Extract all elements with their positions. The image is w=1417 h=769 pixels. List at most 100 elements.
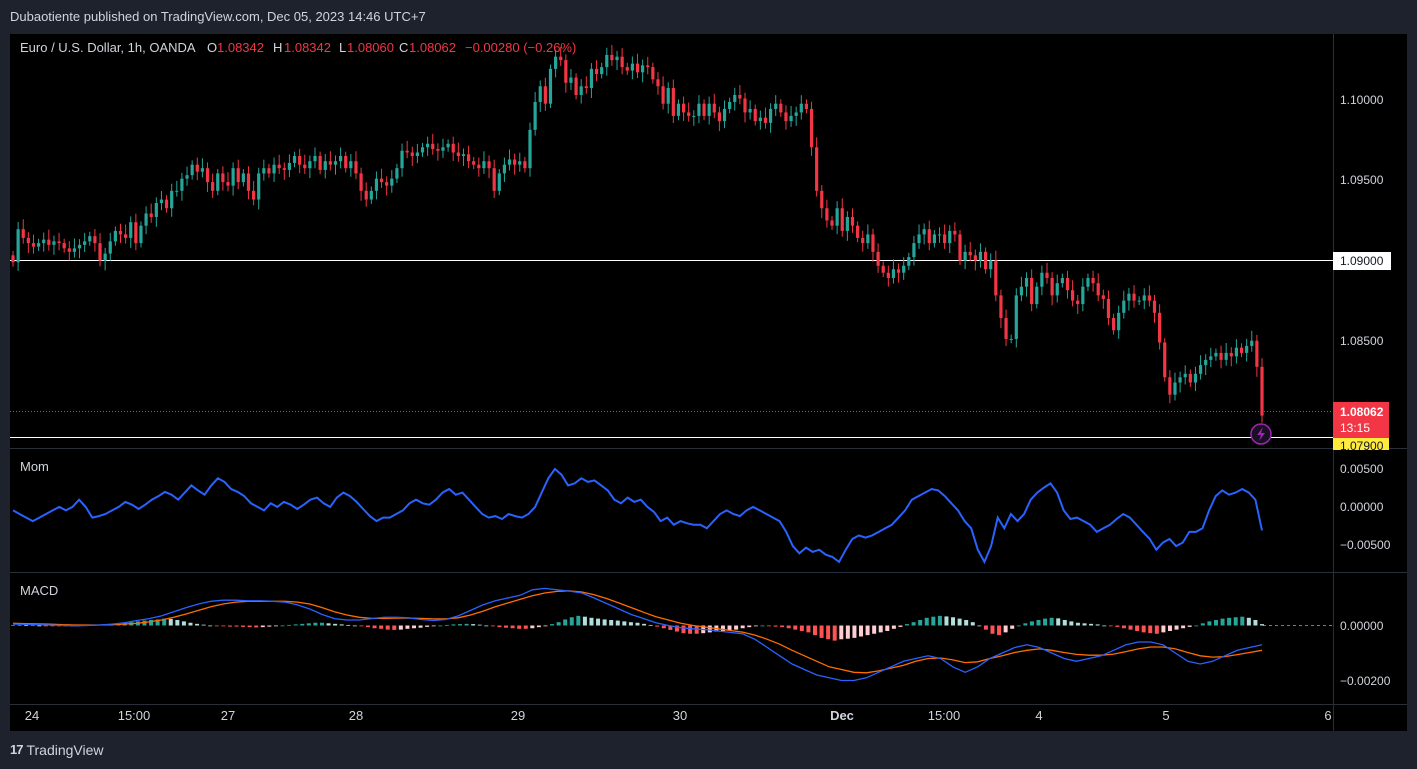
- macd-histogram-bar: [812, 625, 817, 636]
- macd-histogram-bar: [905, 624, 910, 626]
- mom-tick: 0.00500: [1340, 462, 1384, 476]
- candle-up: [36, 243, 41, 247]
- macd-histogram-bar: [924, 617, 929, 626]
- candle-down: [67, 248, 71, 252]
- macd-histogram-bar: [267, 625, 272, 627]
- macd-histogram-bar: [1220, 618, 1225, 626]
- candle-down: [763, 117, 768, 123]
- candle-down: [451, 143, 455, 153]
- macd-histogram-bar: [832, 625, 837, 641]
- candle-down: [124, 234, 128, 238]
- macd-histogram-bar: [1023, 623, 1028, 626]
- macd-histogram-bar: [655, 625, 660, 627]
- candle-down: [1147, 295, 1151, 301]
- candle-down: [1045, 272, 1049, 278]
- candle-down: [784, 112, 788, 122]
- candle-down: [825, 208, 829, 221]
- candle-down: [1152, 300, 1157, 313]
- chart-panel[interactable]: Euro / U.S. Dollar, 1h, OANDA O 1.08342 …: [10, 34, 1407, 731]
- candle-up: [1014, 295, 1018, 339]
- countdown-label: 13:15: [1340, 421, 1370, 435]
- candle-up: [420, 147, 425, 153]
- macd-histogram-bar: [937, 615, 942, 626]
- macd-histogram-bar: [444, 624, 449, 626]
- tradingview-logo-icon: 17: [10, 742, 24, 757]
- candle-up: [415, 152, 419, 156]
- candle-down: [1071, 290, 1075, 301]
- candle-down: [379, 178, 384, 183]
- macd-histogram-bar: [898, 625, 903, 627]
- macd-histogram-bar: [517, 625, 522, 629]
- macd-histogram-bar: [379, 625, 384, 629]
- candle-down: [896, 269, 901, 273]
- candle-up: [569, 77, 573, 83]
- candle-down: [1163, 342, 1167, 378]
- candle-up: [1040, 272, 1044, 287]
- tradingview-brand[interactable]: 17 TradingView: [10, 738, 104, 762]
- macd-histogram-bar: [208, 625, 213, 627]
- macd-histogram-bar: [471, 624, 476, 626]
- macd-histogram-bar: [964, 620, 969, 626]
- candle-down: [646, 65, 650, 68]
- candle-down: [651, 67, 655, 80]
- candle-up: [241, 173, 245, 183]
- last-price-label-bg: [1333, 402, 1389, 438]
- macd-histogram-bar: [780, 625, 785, 628]
- macd-histogram-bar: [786, 625, 791, 629]
- candle-up: [605, 54, 609, 68]
- candle-down: [958, 234, 962, 261]
- candle-up: [733, 94, 737, 102]
- price-tick: 1.10000: [1340, 93, 1384, 107]
- macd-histogram-bar: [175, 620, 180, 626]
- macd-histogram-bar: [1062, 620, 1067, 626]
- macd-histogram-bar: [793, 625, 798, 630]
- candle-down: [1004, 318, 1008, 339]
- macd-tick: 0.00000: [1340, 619, 1384, 633]
- candle-down: [743, 98, 747, 113]
- time-label: Dec: [830, 708, 854, 723]
- chart-canvas[interactable]: Euro / U.S. Dollar, 1h, OANDA O 1.08342 …: [10, 34, 1407, 731]
- candle-up: [774, 103, 778, 109]
- candle-down: [840, 208, 844, 231]
- macd-pane-title: MACD: [20, 583, 58, 598]
- mom-pane-title: Mom: [20, 459, 49, 474]
- candle-down: [1168, 377, 1172, 395]
- candle-down: [1101, 295, 1105, 299]
- macd-histogram-bar: [1036, 620, 1041, 626]
- legend-change: −0.00280 (−0.26%): [465, 40, 576, 55]
- candle-down: [717, 112, 722, 122]
- macd-histogram-bar: [1089, 623, 1094, 626]
- macd-histogram-bar: [635, 622, 640, 626]
- candle-up: [323, 161, 327, 170]
- macd-histogram-bar: [1174, 625, 1179, 630]
- candle-up: [548, 68, 553, 104]
- macd-histogram-bar: [1194, 625, 1199, 627]
- candle-up: [313, 155, 317, 162]
- macd-histogram-bar: [859, 625, 864, 637]
- macd-histogram-bar: [1108, 625, 1113, 627]
- macd-histogram-bar: [181, 621, 186, 626]
- candle-down: [815, 147, 819, 191]
- candle-up: [1127, 293, 1131, 301]
- candle-down: [236, 168, 240, 183]
- candle-down: [820, 190, 824, 209]
- macd-histogram-bar: [589, 617, 594, 626]
- macd-histogram-bar: [50, 625, 55, 627]
- candle-down: [385, 182, 389, 186]
- candle-up: [963, 251, 967, 261]
- candle-up: [1250, 340, 1254, 346]
- macd-histogram-bar: [957, 618, 962, 626]
- macd-histogram-bar: [234, 625, 239, 627]
- candle-down: [635, 63, 640, 73]
- candle-down: [1091, 277, 1095, 284]
- lightning-icon[interactable]: [1250, 423, 1272, 445]
- candle-up: [108, 241, 112, 254]
- candle-up: [538, 86, 542, 102]
- time-label: 28: [349, 708, 363, 723]
- macd-histogram-bar: [510, 625, 515, 629]
- candle-down: [830, 220, 834, 226]
- candle-down: [134, 222, 138, 244]
- macd-histogram-bar: [1095, 624, 1100, 626]
- macd-histogram-bar: [1029, 621, 1034, 626]
- macd-histogram-bar: [1141, 625, 1146, 633]
